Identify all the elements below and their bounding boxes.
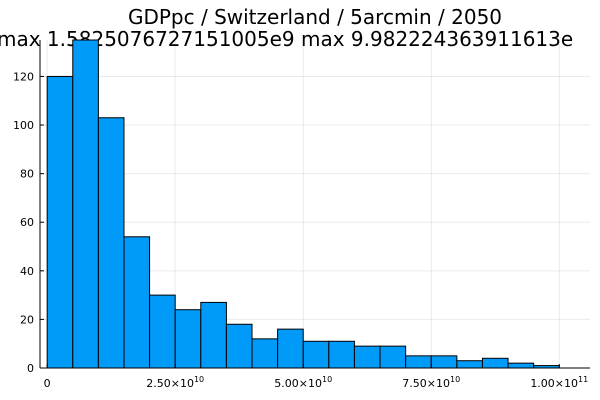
histogram-bar — [123, 236, 151, 369]
histogram-bar — [72, 39, 99, 369]
y-tick-label: 20 — [20, 313, 34, 326]
x-tick-labels: 0 2.50×1010 5.00×1010 7.50×1010 1.00×1011 — [44, 375, 589, 390]
y-tick-label: 80 — [20, 168, 34, 181]
histogram-bar — [277, 328, 304, 369]
x-tick-label: 1.00×1011 — [530, 375, 588, 390]
histogram-bar — [200, 301, 227, 369]
y-tick-label: 120 — [13, 70, 34, 83]
histogram-bar — [405, 355, 432, 369]
histogram-bar — [46, 75, 74, 369]
y-tick-label: 100 — [13, 119, 34, 132]
x-tick-label: 0 — [44, 377, 51, 390]
histogram-bar — [302, 340, 330, 369]
x-tick-label: 5.00×1010 — [274, 375, 332, 390]
histogram-bar — [225, 323, 253, 369]
histogram-bar — [353, 345, 381, 369]
y-tick-label: 0 — [27, 362, 34, 375]
x-tick-label: 2.50×1010 — [146, 375, 204, 390]
histogram-bar — [481, 357, 509, 369]
histogram-bar — [251, 338, 279, 369]
histogram-bar — [174, 309, 202, 369]
histogram-bar — [456, 360, 483, 369]
histogram-bar — [430, 355, 458, 369]
axes — [39, 40, 590, 369]
y-tick-label: 40 — [20, 265, 34, 278]
bars — [46, 39, 560, 369]
histogram-bar — [507, 362, 535, 369]
histogram-bar — [379, 345, 407, 369]
y-tick-label: 60 — [20, 216, 34, 229]
histogram-bar — [149, 294, 176, 369]
y-tick-labels: 0 20 40 60 80 100 120 — [13, 70, 34, 375]
x-tick-label: 7.50×1010 — [402, 375, 460, 390]
histogram-bar — [328, 340, 355, 369]
histogram-bar — [97, 117, 125, 369]
chart-title: GDPpc / Switzerland / 5arcmin / 2050 — [128, 5, 502, 29]
